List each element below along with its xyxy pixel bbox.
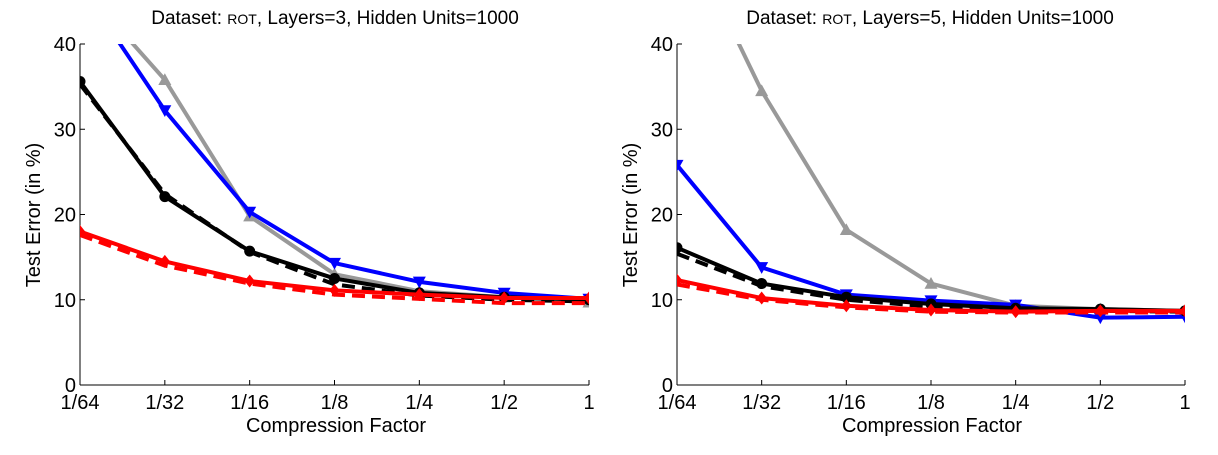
y-axis-label: Test Error (in %) [23,143,45,287]
x-tick-label: 1/64 [61,392,100,414]
series-point [244,274,255,288]
series-point [677,242,683,254]
series-point [1093,312,1107,325]
series-point [840,291,852,303]
x-tick-label: 1/8 [917,392,945,414]
x-tick-label: 1/16 [230,392,269,414]
series-line [80,233,589,306]
x-tick-label: 1/4 [1002,392,1030,414]
chart-title: Dataset: ROT, Layers=3, Hidden Units=100… [151,8,519,29]
x-axis-label: Compression Factor [842,415,1022,437]
y-tick-label: 30 [54,119,76,141]
y-tick-label: 10 [54,290,76,312]
series-point [755,262,769,274]
series-point [677,159,684,172]
series-line [117,44,589,301]
series-point [755,84,769,97]
x-axis-label: Compression Factor [246,415,426,437]
y-tick-label: 20 [651,205,673,227]
plot-area: 0 10 20 30 40 1/64 1/32 1/16 1/8 1/4 1/2 1 [54,34,595,414]
title-prefix: Dataset: [151,8,227,29]
x-tick-label: 1/64 [658,392,697,414]
y-tick-label: 40 [651,34,673,56]
series-point [158,105,172,117]
series-line [736,44,1185,313]
series-group [677,44,1185,325]
series-group [80,44,589,308]
series-point [925,303,937,317]
y-tick-label: 10 [651,290,673,312]
title-prefix: Dataset: [746,8,822,29]
x-tick-label: 1/2 [1086,392,1114,414]
x-tick-label: 1/4 [405,392,433,414]
x-tick-label: 1 [583,392,594,414]
y-tick-label: 0 [662,375,673,397]
series-point [583,291,589,305]
x-tick-label: 1/16 [827,392,866,414]
title-suffix: , Layers=3, Hidden Units=1000 [257,8,519,29]
y-tick-label: 20 [54,205,76,227]
series-point [158,73,172,86]
series-point [412,276,426,289]
y-axis-label: Test Error (in %) [620,143,642,287]
y-tick-label: 40 [54,34,76,56]
title-suffix: , Layers=5, Hidden Units=1000 [852,8,1114,29]
title-dataset: ROT [227,11,257,27]
chart-left: Dataset: ROT, Layers=3, Hidden Units=100… [23,8,595,437]
x-tick-label: 1 [1179,392,1190,414]
series-line [677,282,1185,315]
x-tick-label: 1/32 [145,392,184,414]
series-point [924,277,938,289]
x-tick-label: 1/2 [490,392,518,414]
series-point [243,206,257,219]
series-point [328,257,341,270]
y-tick-label: 30 [651,119,673,141]
chart-title: Dataset: ROT, Layers=5, Hidden Units=100… [746,8,1114,29]
x-tick-label: 1/8 [321,392,349,414]
title-dataset: ROT [822,11,852,27]
chart-right: Dataset: ROT, Layers=5, Hidden Units=100… [620,8,1191,437]
series-point [839,223,853,236]
series-point [329,272,340,284]
y-tick-label: 0 [65,375,76,397]
x-tick-label: 1/32 [742,392,781,414]
plot-area: 0 10 20 30 40 1/64 1/32 1/16 1/8 1/4 1/2 1 [651,34,1191,414]
